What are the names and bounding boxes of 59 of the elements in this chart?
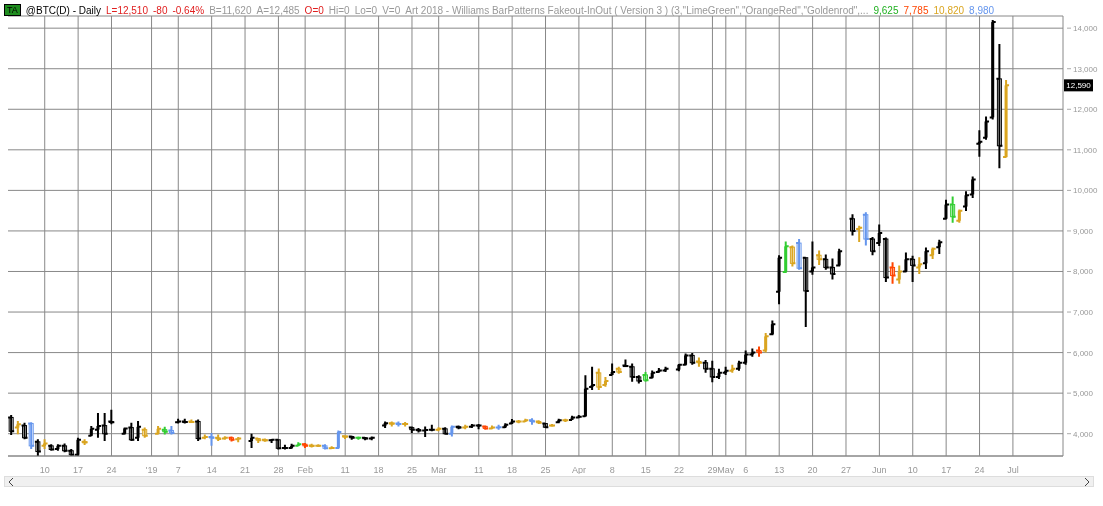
x-tick-label: 11	[474, 465, 484, 475]
y-tick-label: 12,000	[1073, 105, 1099, 115]
y-tick-label: 14,000	[1073, 24, 1099, 34]
text: 8,980	[969, 4, 995, 16]
y-tick-label: 13,000	[1073, 64, 1099, 74]
x-tick-label: 7	[175, 465, 181, 475]
x-tick-label: 20	[807, 465, 818, 475]
x-tick-label: 10	[39, 465, 50, 475]
text: 9,625	[873, 4, 899, 16]
x-tick-label: 13	[774, 465, 785, 475]
x-tick-label: 10	[907, 465, 918, 475]
x-tick-label: 17	[73, 465, 84, 475]
text: O=0	[304, 4, 324, 16]
text: TA	[4, 4, 21, 16]
x-tick-label: 29	[707, 465, 718, 475]
x-tick-label: Mar	[430, 465, 447, 475]
chart-title: @BTC(D) - Daily	[25, 4, 101, 16]
x-tick-label: 24	[974, 465, 985, 475]
text: Art 2018 - Williams BarPatterns Fakeout-InOut ( Version 3 ) (3,"LimeGreen","OrangeRed","Goldenrod",...	[405, 4, 869, 16]
y-tick-label: 9,000	[1073, 226, 1094, 236]
x-tick-label: 25	[540, 465, 551, 475]
y-tick-label: 8,000	[1073, 267, 1094, 277]
x-tick-label: 18	[507, 465, 518, 475]
x-tick-label: '19	[145, 465, 158, 475]
x-tick-label: 18	[373, 465, 384, 475]
text: L=12,510	[106, 4, 148, 16]
x-tick-label: 28	[273, 465, 284, 475]
y-tick-label: 4,000	[1073, 429, 1094, 439]
text: Lo=0	[354, 4, 378, 16]
x-tick-label: 14	[206, 465, 217, 475]
x-tick-label: Jun	[872, 465, 887, 475]
x-tick-label: May	[717, 465, 735, 475]
y-tick-label: 5,000	[1073, 389, 1094, 399]
text: A=12,485	[256, 4, 300, 16]
x-tick-label: 11	[340, 465, 350, 475]
y-tick-label: 6,000	[1073, 348, 1094, 358]
y-tick-label: 11,000	[1073, 145, 1098, 155]
x-tick-label: 6	[743, 465, 749, 475]
x-tick-label: 15	[640, 465, 651, 475]
text: 7,785	[903, 4, 929, 16]
text: B=11,620	[209, 4, 252, 16]
annotation: 12,590	[1066, 81, 1092, 91]
x-tick-label: 21	[240, 465, 251, 475]
text: -0.64%	[172, 4, 205, 16]
y-tick-label: 7,000	[1073, 308, 1094, 318]
x-tick-label: Jul	[1007, 465, 1019, 475]
x-tick-label: 17	[941, 465, 952, 475]
x-tick-label: 24	[106, 465, 117, 475]
text: V=0	[382, 4, 401, 16]
x-tick-label: 8	[609, 465, 615, 475]
x-tick-label: Feb	[297, 465, 313, 475]
x-tick-label: Apr	[571, 465, 586, 475]
x-tick-label: 27	[840, 465, 851, 475]
y-tick-label: 10,000	[1073, 186, 1099, 196]
text: 10,820	[933, 4, 965, 16]
x-tick-label: 22	[674, 465, 685, 475]
text: -80	[153, 4, 168, 16]
text: Hi=0	[328, 4, 350, 16]
x-tick-label: 25	[406, 465, 417, 475]
